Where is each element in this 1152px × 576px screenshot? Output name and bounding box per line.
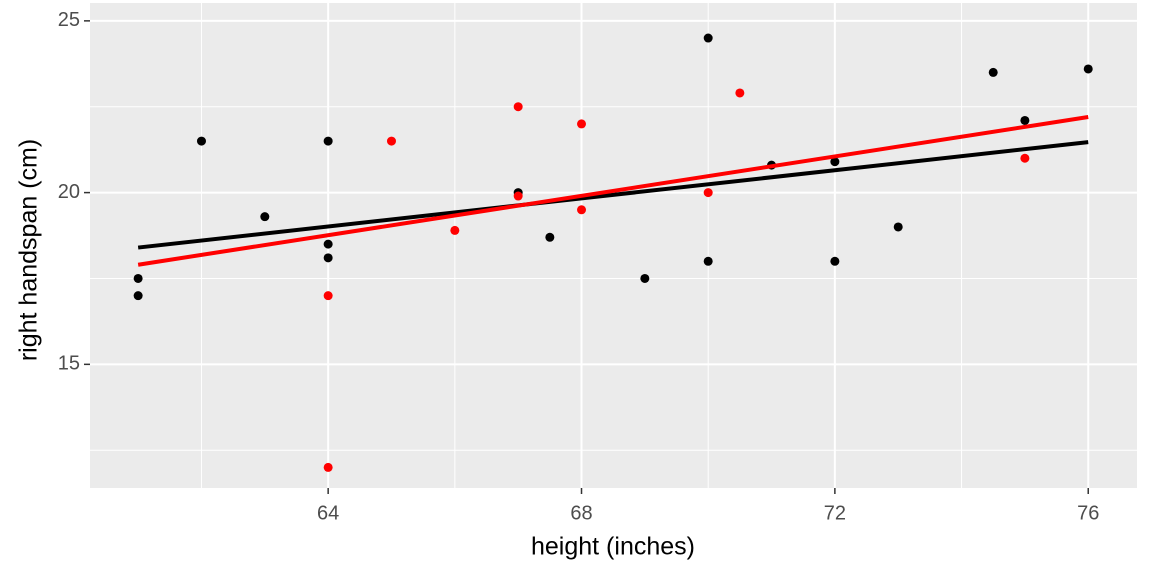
- point: [640, 273, 650, 283]
- point: [196, 136, 206, 146]
- point: [323, 136, 333, 146]
- point: [513, 102, 523, 112]
- fit-line: [137, 115, 1089, 267]
- point: [323, 239, 333, 249]
- point: [735, 88, 745, 98]
- point: [133, 273, 143, 283]
- point: [133, 291, 143, 301]
- y-tick-label: 20: [58, 181, 80, 203]
- point: [703, 188, 713, 198]
- point: [545, 232, 555, 242]
- point: [450, 225, 460, 235]
- point: [577, 119, 587, 129]
- point: [577, 205, 587, 215]
- x-tick-label: 64: [317, 502, 339, 524]
- point: [893, 222, 903, 232]
- point: [988, 67, 998, 77]
- x-tick-label: 76: [1077, 502, 1099, 524]
- fit-line: [137, 140, 1089, 250]
- point: [386, 136, 396, 146]
- point: [1020, 115, 1030, 125]
- point: [1083, 64, 1093, 74]
- point: [830, 256, 840, 266]
- x-tick-label: 72: [824, 502, 846, 524]
- point: [323, 253, 333, 263]
- y-tick-label: 15: [58, 353, 80, 375]
- x-axis-label: height (inches): [531, 533, 695, 561]
- point: [703, 33, 713, 43]
- point: [703, 256, 713, 266]
- point: [1020, 153, 1030, 163]
- point: [323, 291, 333, 301]
- y-tick-label: 25: [58, 9, 80, 31]
- point: [260, 212, 270, 222]
- point: [323, 462, 333, 472]
- y-axis-label: right handspan (cm): [15, 139, 43, 361]
- point: [513, 191, 523, 201]
- x-tick-label: 68: [570, 502, 592, 524]
- point: [830, 157, 840, 167]
- panel: [90, 3, 1137, 488]
